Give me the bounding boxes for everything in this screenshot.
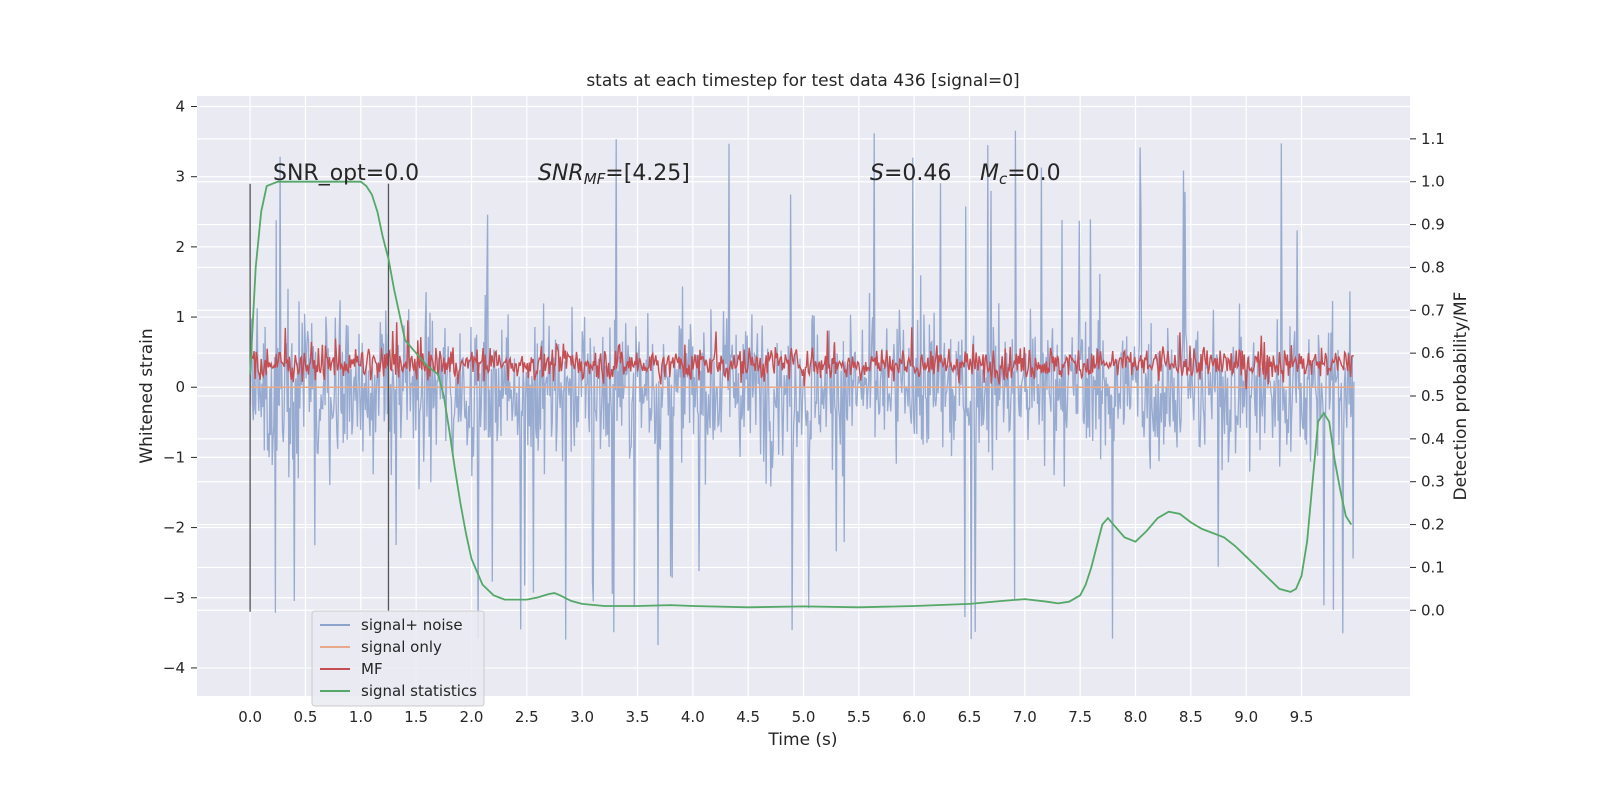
y-left-tick-label: 2 <box>175 238 185 256</box>
y-left-tick-label: −3 <box>163 589 185 607</box>
x-tick-label: 4.5 <box>736 708 760 726</box>
x-tick-label: 0.5 <box>294 708 318 726</box>
x-tick-label: 4.0 <box>681 708 705 726</box>
y-right-tick-label: 1.1 <box>1421 130 1445 148</box>
annotation-mc-symbol: M <box>980 161 999 186</box>
y-right-tick-label: 0.1 <box>1421 558 1445 576</box>
y-axis-left-title: Whitened strain <box>137 328 157 463</box>
y-right-tick-label: 0.0 <box>1421 601 1445 619</box>
annotation-snr-opt: SNR_opt=0.0 <box>273 161 419 186</box>
x-tick-label: 8.0 <box>1124 708 1148 726</box>
y-right-tick-label: 0.7 <box>1421 301 1445 319</box>
annotation-s-value: =0.46 <box>884 161 951 186</box>
mf-series <box>249 320 1355 390</box>
x-tick-label: 5.5 <box>847 708 871 726</box>
annotation-snr-mf-sub: MF <box>584 170 606 188</box>
y-right-tick-label: 0.5 <box>1421 387 1445 405</box>
x-tick-label: 5.0 <box>792 708 816 726</box>
x-tick-label: 3.0 <box>570 708 594 726</box>
x-tick-label: 8.5 <box>1179 708 1203 726</box>
axis-ticks: 0.0 0.5 1.0 1.5 2.0 2.5 3.0 3.5 4.0 4.5 5.0 5.5 6.0 6… <box>163 98 1445 726</box>
x-tick-label: 7.0 <box>1013 708 1037 726</box>
annotation-snr-mf-value: =[4.25] <box>605 161 690 186</box>
x-tick-label: 6.5 <box>958 708 982 726</box>
y-left-tick-label: 4 <box>175 98 185 116</box>
x-tick-label: 1.5 <box>404 708 428 726</box>
x-tick-label: 2.0 <box>460 708 484 726</box>
y-axis-right-title: Detection probability/MF <box>1451 292 1471 501</box>
y-right-tick-label: 0.3 <box>1421 473 1445 491</box>
annotation-mc-value: =0.0 <box>1007 161 1060 186</box>
vertical-markers <box>249 183 390 612</box>
signal-plus-noise-series <box>249 130 1355 646</box>
y-left-tick-label: −4 <box>163 659 185 677</box>
y-right-tick-label: 0.6 <box>1421 344 1445 362</box>
legend-label-signal-statistics: signal statistics <box>361 682 477 700</box>
y-left-tick-label: 0 <box>175 378 185 396</box>
annotation-mc: Mc=0.0 <box>980 161 1061 188</box>
annotation-snr-mf-symbol: SNR <box>538 161 584 186</box>
x-tick-label: 0.0 <box>238 708 262 726</box>
legend-box <box>311 610 485 707</box>
y-right-tick-label: 0.9 <box>1421 216 1445 234</box>
y-right-tick-label: 0.2 <box>1421 516 1445 534</box>
y-left-tick-label: −1 <box>163 448 185 466</box>
x-tick-label: 9.0 <box>1234 708 1258 726</box>
x-tick-label: 6.0 <box>902 708 926 726</box>
y-left-tick-label: −2 <box>163 519 185 537</box>
signal-statistics-series <box>249 180 1353 609</box>
legend: signal+ noise signal only MF signal stat… <box>311 610 485 707</box>
annotation-s-symbol: S <box>870 161 884 186</box>
annotation-s: S=0.46 <box>870 161 951 186</box>
annotation-mc-sub: c <box>999 170 1008 188</box>
mf-line <box>249 320 1355 390</box>
x-tick-label: 1.0 <box>349 708 373 726</box>
legend-label-noise: signal+ noise <box>361 616 463 634</box>
y-right-tick-label: 0.4 <box>1421 430 1445 448</box>
y-right-tick-label: 0.8 <box>1421 258 1445 276</box>
x-tick-label: 2.5 <box>515 708 539 726</box>
y-left-tick-label: 3 <box>175 168 185 186</box>
x-axis-title: Time (s) <box>767 730 837 750</box>
signal-statistics-line <box>249 180 1353 609</box>
legend-label-signal-only: signal only <box>361 638 442 656</box>
y-left-tick-label: 1 <box>175 308 185 326</box>
x-tick-label: 9.5 <box>1290 708 1314 726</box>
x-tick-label: 7.5 <box>1068 708 1092 726</box>
annotation-snr-mf: SNRMF=[4.25] <box>538 161 690 188</box>
y-right-tick-label: 1.0 <box>1421 173 1445 191</box>
signal-plus-noise-line <box>249 130 1355 646</box>
chart-title: stats at each timestep for test data 436… <box>586 71 1019 91</box>
legend-label-mf: MF <box>361 660 383 678</box>
x-tick-label: 3.5 <box>626 708 650 726</box>
